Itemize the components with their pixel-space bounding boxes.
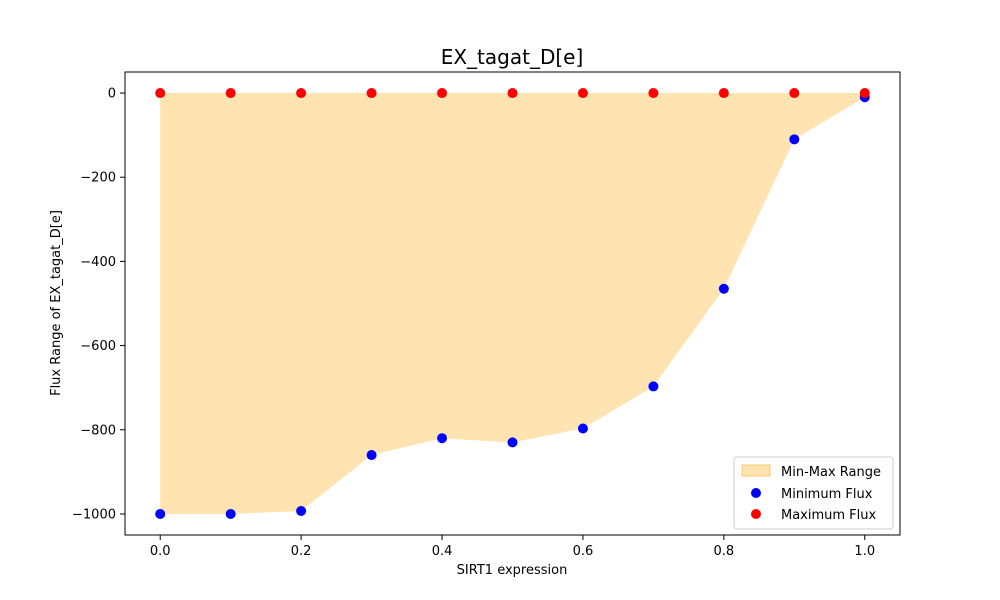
maximum-flux-point [155, 88, 166, 99]
legend-swatch-min-max-range [741, 464, 771, 477]
maximum-flux-point [437, 88, 448, 99]
y-axis-ticks: −1000 −800 −600 −400 −200 0 [72, 87, 125, 522]
y-tick-label: −200 [80, 171, 116, 186]
y-axis-label: Flux Range of EX_tagat_D[e] [49, 210, 64, 396]
maximum-flux-point [789, 88, 800, 99]
chart-title: EX_tagat_D[e] [441, 45, 584, 69]
maximum-flux-point [859, 88, 870, 99]
minimum-flux-point [648, 381, 659, 392]
legend-box [733, 456, 894, 530]
legend-marker-minimum-flux [751, 488, 761, 498]
y-tick-label: −800 [80, 423, 116, 438]
maximum-flux-point [507, 88, 518, 99]
legend-label-minimum-flux: Minimum Flux [781, 487, 873, 502]
minimum-flux-point [225, 508, 236, 519]
minimum-flux-point [296, 506, 307, 517]
plot-area [124, 71, 901, 536]
maximum-flux-point [296, 88, 307, 99]
legend-label-maximum-flux: Maximum Flux [781, 508, 877, 523]
x-axis-ticks: 0.0 0.2 0.4 0.6 0.8 1.0 [150, 535, 875, 559]
y-tick-label: −1000 [72, 507, 116, 522]
maximum-flux-point [366, 88, 377, 99]
minimum-flux-point [437, 433, 448, 444]
x-tick-label: 0.2 [291, 544, 312, 559]
axes-frame [124, 71, 901, 536]
minimum-flux-point [507, 437, 518, 448]
maximum-flux-point [577, 88, 588, 99]
minimum-flux-point [789, 134, 800, 145]
x-tick-label: 0.4 [432, 544, 453, 559]
minimum-flux-point [155, 508, 166, 519]
y-tick-label: −600 [80, 339, 116, 354]
legend: Min-Max Range Minimum Flux Maximum Flux [733, 456, 894, 530]
legend-label-min-max-range: Min-Max Range [781, 465, 881, 480]
x-tick-label: 1.0 [854, 544, 875, 559]
maximum-flux-point [718, 88, 729, 99]
minimum-flux-point [718, 283, 729, 294]
maximum-flux-series [155, 88, 870, 99]
minimum-flux-point [577, 423, 588, 434]
minimum-flux-series [155, 92, 870, 519]
legend-marker-maximum-flux [751, 509, 761, 519]
y-tick-label: 0 [108, 87, 116, 102]
maximum-flux-point [225, 88, 236, 99]
x-axis-label: SIRT1 expression [457, 563, 568, 578]
maximum-flux-point [648, 88, 659, 99]
minimum-flux-point [366, 450, 377, 461]
y-tick-label: −400 [80, 255, 116, 270]
x-tick-label: 0.0 [150, 544, 171, 559]
x-tick-label: 0.8 [714, 544, 735, 559]
min-max-range-fill [160, 93, 865, 514]
x-tick-label: 0.6 [573, 544, 594, 559]
